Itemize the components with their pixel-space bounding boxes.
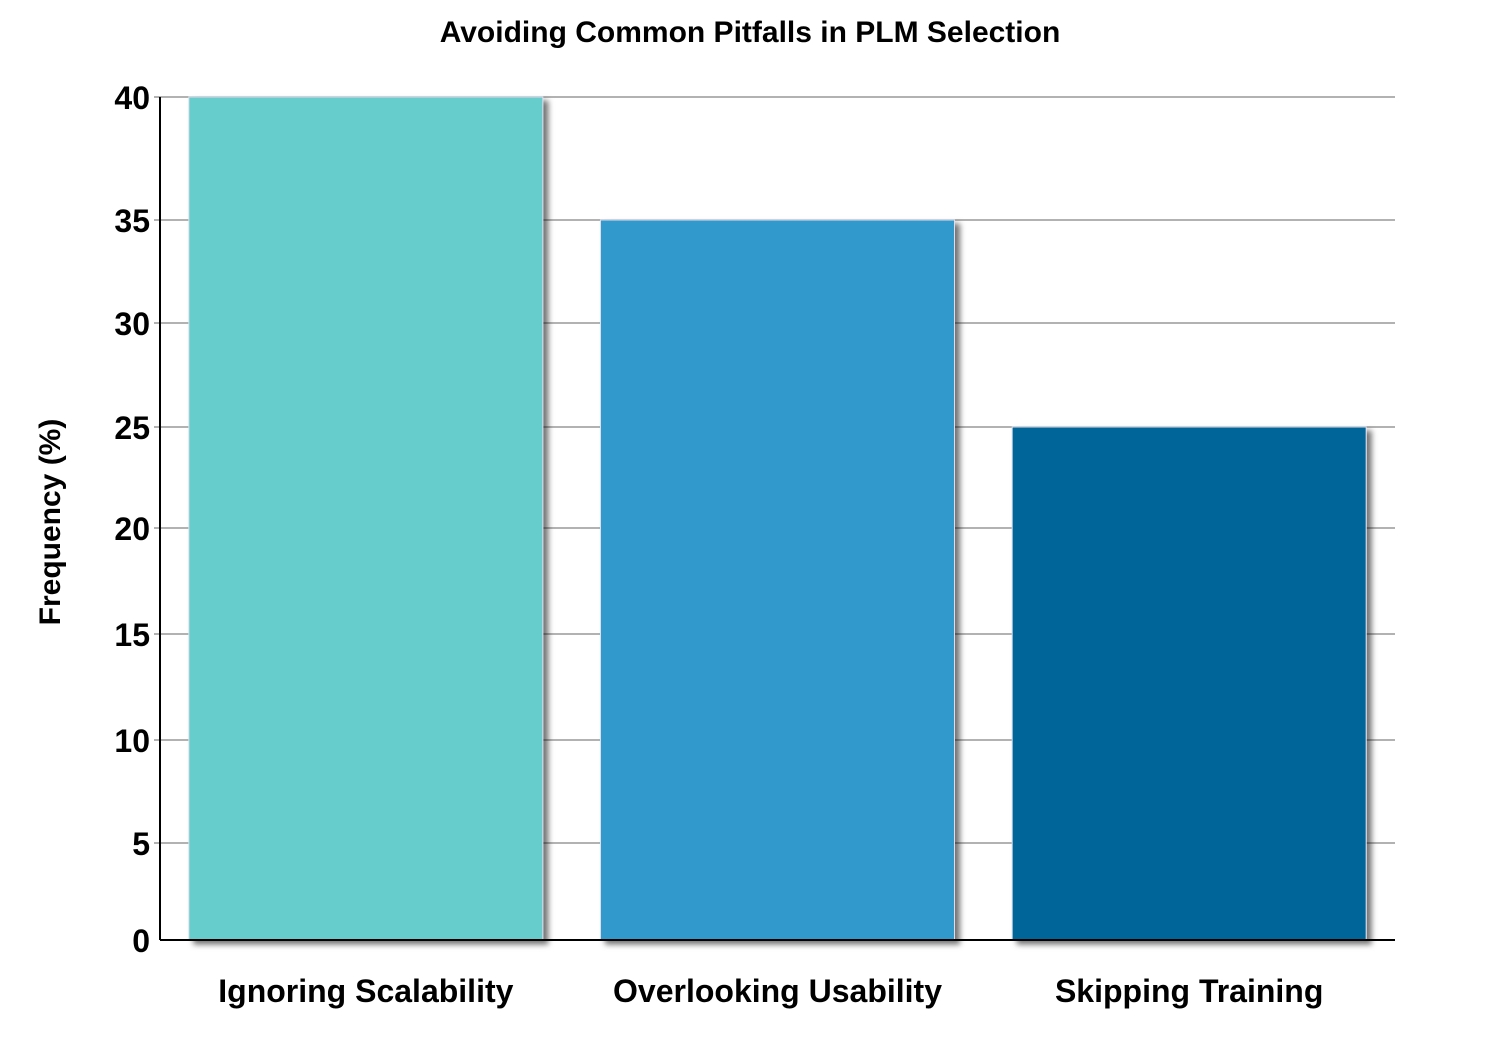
axes bbox=[159, 97, 1395, 941]
x-tick-label: Overlooking Usability bbox=[613, 973, 942, 1009]
bars bbox=[188, 96, 1367, 941]
bar-overlooking-usability bbox=[600, 219, 955, 941]
y-tick-label: 25 bbox=[114, 410, 150, 446]
x-tick-labels: Ignoring Scalability Overlooking Usabilit… bbox=[218, 973, 1323, 1009]
x-tick-label: Ignoring Scalability bbox=[218, 973, 513, 1009]
y-axis-label: Frequency (%) bbox=[34, 419, 67, 626]
y-tick-label: 35 bbox=[114, 203, 150, 239]
y-tick-label: 20 bbox=[114, 511, 150, 547]
y-tick-label: 0 bbox=[132, 923, 150, 959]
bar-skipping-training bbox=[1011, 426, 1367, 941]
y-tick-label: 10 bbox=[114, 723, 150, 759]
chart-title: Avoiding Common Pitfalls in PLM Selectio… bbox=[440, 16, 1061, 49]
y-tick-label: 30 bbox=[114, 306, 150, 342]
y-tick-label: 5 bbox=[132, 826, 150, 862]
y-tick-labels: 0 5 10 15 20 25 30 35 40 bbox=[114, 80, 150, 959]
x-tick-label: Skipping Training bbox=[1055, 973, 1323, 1009]
y-tick-label: 40 bbox=[114, 80, 150, 116]
y-tick-label: 15 bbox=[114, 617, 150, 653]
bar-ignoring-scalability bbox=[188, 96, 544, 941]
